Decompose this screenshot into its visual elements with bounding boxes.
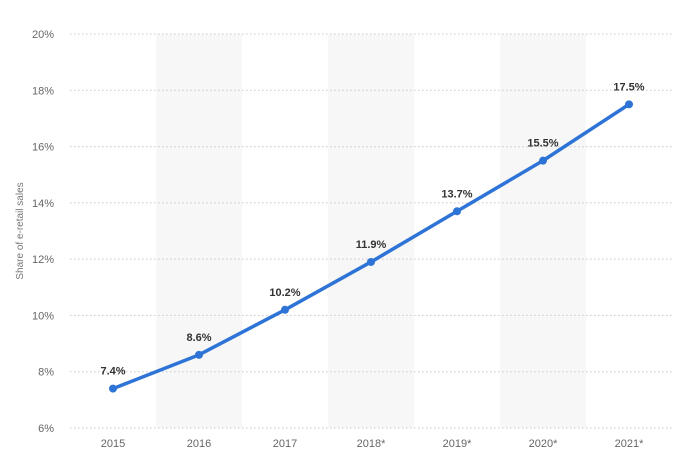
column-bands — [156, 34, 586, 428]
data-label: 10.2% — [269, 287, 300, 299]
data-label: 11.9% — [356, 239, 387, 251]
data-point[interactable] — [367, 257, 375, 266]
x-tick-label: 2016 — [187, 438, 211, 450]
y-axis-ticks: 6% 8% 10% 12% 14% 16% 18% 20% — [32, 29, 54, 435]
x-tick-label: 2017 — [273, 438, 297, 450]
data-label: 17.5% — [613, 81, 644, 93]
y-tick-label: 8% — [38, 367, 54, 379]
y-tick-label: 10% — [32, 310, 54, 322]
y-tick-label: 20% — [32, 29, 54, 41]
data-point[interactable] — [453, 207, 461, 216]
data-point[interactable] — [109, 384, 117, 393]
data-point[interactable] — [281, 305, 289, 314]
data-label: 15.5% — [527, 138, 558, 150]
y-tick-label: 14% — [32, 198, 54, 210]
y-tick-label: 16% — [32, 142, 54, 154]
series-line-group — [109, 100, 633, 393]
x-tick-label: 2020* — [529, 438, 558, 450]
data-label: 13.7% — [441, 188, 472, 200]
data-point[interactable] — [625, 100, 633, 109]
y-axis-title: Share of e-retail sales — [15, 182, 26, 279]
x-axis-ticks: 2015 2016 2017 2018* 2019* 2020* 2021* — [101, 438, 644, 450]
y-tick-label: 6% — [38, 423, 54, 435]
data-label: 7.4% — [100, 366, 125, 378]
data-point[interactable] — [539, 156, 547, 165]
column-band — [328, 34, 414, 428]
column-band — [156, 34, 242, 428]
data-label: 8.6% — [186, 332, 211, 344]
data-point[interactable] — [195, 350, 203, 359]
data-labels: 7.4% 8.6% 10.2% 11.9% 13.7% 15.5% 17.5% — [100, 81, 644, 377]
y-tick-label: 12% — [32, 254, 54, 266]
y-tick-label: 18% — [32, 85, 54, 97]
x-tick-label: 2018* — [357, 438, 386, 450]
x-tick-label: 2019* — [443, 438, 472, 450]
x-tick-label: 2015 — [101, 438, 125, 450]
column-band — [500, 34, 586, 428]
x-tick-label: 2021* — [615, 438, 644, 450]
